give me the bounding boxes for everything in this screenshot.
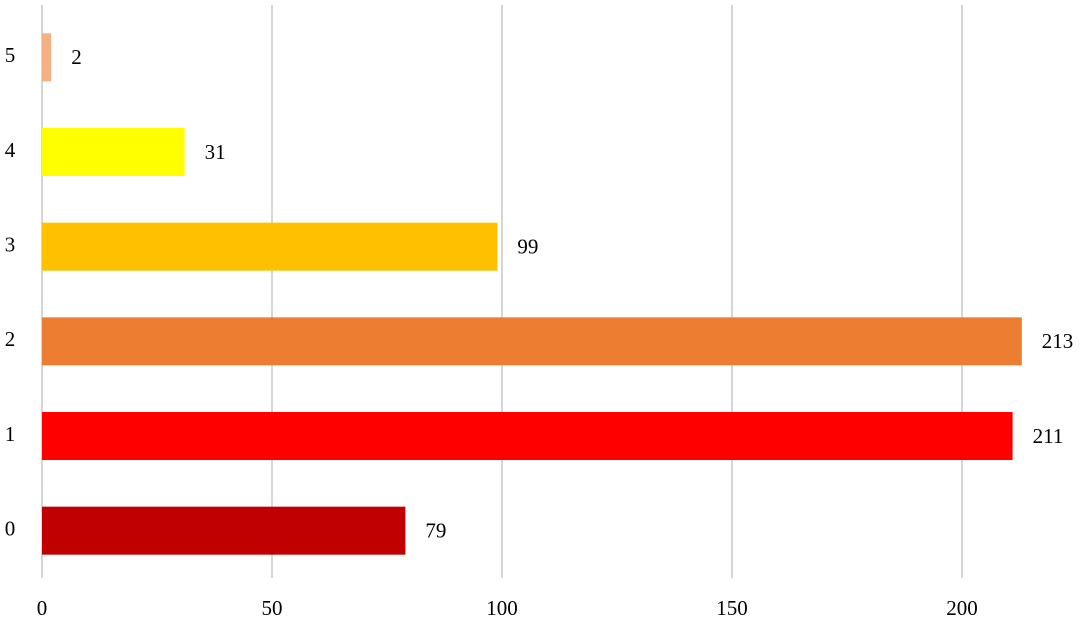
x-tick-label: 150 (716, 596, 748, 620)
y-tick-label: 3 (5, 232, 16, 256)
bar (42, 317, 1022, 366)
value-label: 2 (71, 45, 82, 69)
y-tick-label: 4 (5, 138, 16, 162)
x-tick-label: 0 (37, 596, 48, 620)
value-label: 211 (1033, 424, 1064, 448)
x-tick-label: 100 (486, 596, 518, 620)
value-label: 99 (517, 234, 538, 258)
bar (42, 222, 498, 271)
bar (42, 33, 52, 82)
y-tick-label: 5 (5, 43, 16, 67)
bar (42, 506, 406, 555)
value-label: 31 (205, 140, 226, 164)
bar (42, 128, 185, 176)
y-tick-label: 0 (5, 516, 16, 540)
y-tick-label: 2 (5, 327, 16, 351)
x-tick-label: 200 (946, 596, 978, 620)
value-label: 79 (425, 518, 446, 542)
value-label: 213 (1042, 329, 1074, 353)
bar (42, 412, 1013, 460)
x-tick-label: 50 (262, 596, 283, 620)
y-tick-label: 1 (5, 422, 16, 446)
